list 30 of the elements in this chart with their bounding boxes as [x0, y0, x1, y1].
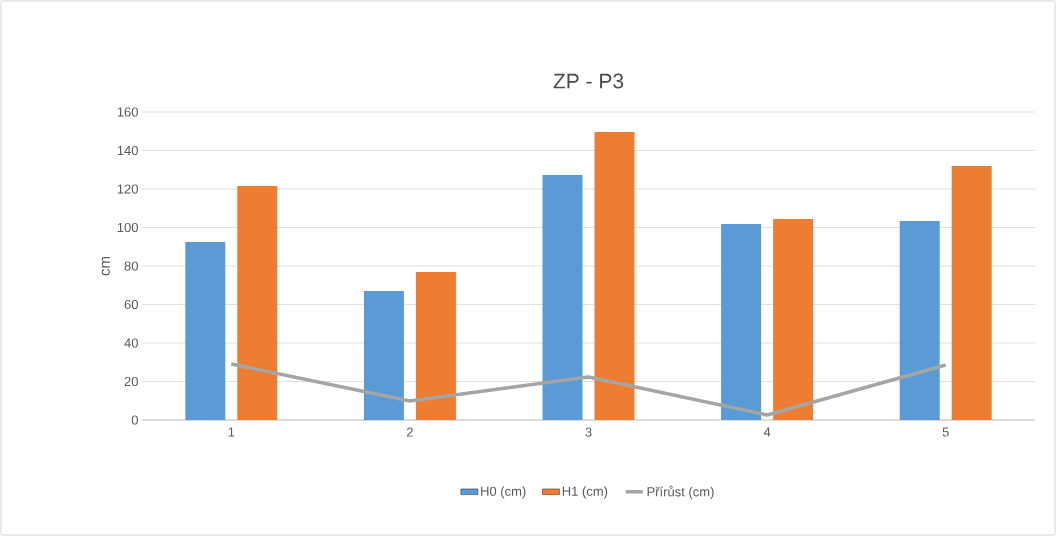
- x-tick-label: 3: [585, 427, 592, 437]
- y-tick-label: 80: [124, 261, 138, 271]
- legend-label: Přírůst (cm): [647, 485, 714, 499]
- bar: [542, 174, 583, 420]
- bar: [185, 241, 226, 420]
- bar: [721, 224, 762, 420]
- bar: [951, 165, 992, 420]
- bar: [415, 271, 456, 420]
- chart-title: ZP - P3: [553, 73, 624, 89]
- y-tick-label: 40: [124, 338, 138, 348]
- bar: [773, 219, 814, 420]
- legend-label: H0 (cm): [481, 486, 526, 499]
- y-tick-label: 160: [117, 107, 138, 117]
- y-axis-title: cm: [101, 257, 110, 276]
- x-tick-label: 1: [228, 427, 235, 437]
- x-tick-label: 5: [942, 427, 949, 437]
- bar: [899, 220, 940, 420]
- y-tick-label: 140: [117, 145, 138, 156]
- x-tick-label: 4: [763, 427, 771, 437]
- bar: [237, 185, 278, 420]
- bar: [594, 132, 635, 420]
- y-tick-label: 100: [117, 222, 138, 233]
- line-series: [229, 362, 948, 417]
- x-tick-label: 2: [406, 427, 413, 437]
- y-tick-label: 60: [124, 299, 138, 310]
- y-tick-label: 0: [131, 415, 138, 425]
- y-tick-label: 20: [124, 376, 138, 387]
- legend-label: H1 (cm): [562, 486, 608, 499]
- y-tick-label: 120: [117, 184, 138, 194]
- bar: [363, 291, 404, 420]
